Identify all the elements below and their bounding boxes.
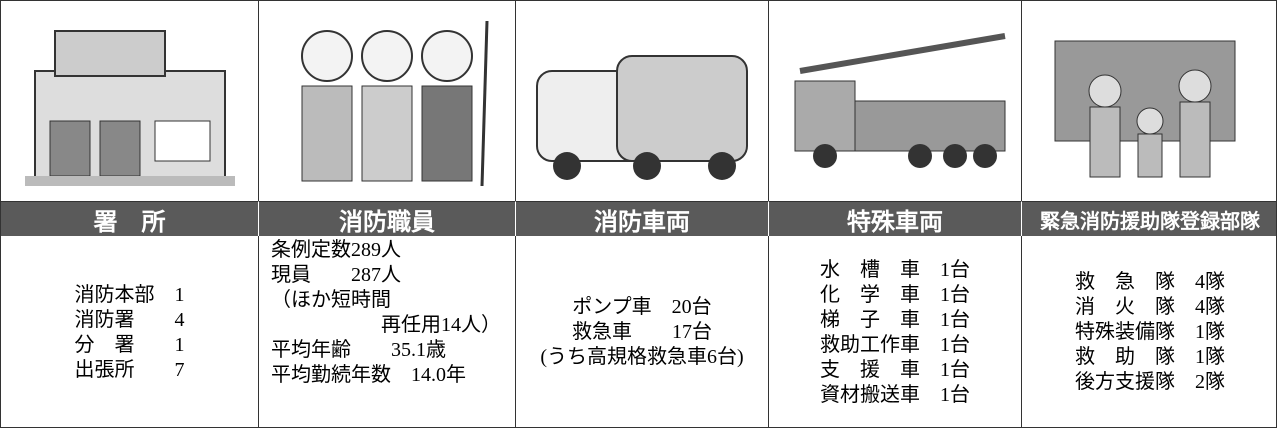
- vehicle-drawing: [536, 55, 748, 180]
- cell-line: 梯 子 車 1台: [820, 308, 970, 331]
- header-cell: 特殊車両: [769, 201, 1022, 236]
- line-list: 水 槽 車 1台化 学 車 1台梯 子 車 1台 救助工作車 1台支 援 車 1台…: [820, 258, 970, 408]
- cell-line: 後方支援隊 2隊: [1075, 371, 1225, 393]
- cell-line: 特殊装備隊 1隊: [1075, 321, 1225, 343]
- header-cell: 消防車両: [516, 201, 769, 236]
- cell-line: 支 援 車 1台: [820, 358, 970, 381]
- cell-line: 消防本部 1: [74, 283, 185, 306]
- cell-line: 水 槽 車 1台: [820, 258, 970, 281]
- cell-line: 消防署 4: [74, 308, 185, 331]
- cell-line: 消 火 隊 4隊: [1075, 296, 1225, 318]
- staff-illustration: [259, 1, 516, 201]
- cell-line: 再任用14人）: [381, 314, 501, 336]
- station-drawing: [24, 30, 235, 186]
- vehicle-illustration: [516, 1, 769, 201]
- content-cell: 救 急 隊 4隊消 火 隊 4隊 特殊装備隊 1隊救 助 隊 1隊 後方支援隊 2隊: [1022, 236, 1276, 427]
- cell-line: 平均勤続年数 14.0年: [271, 364, 466, 386]
- line-list: ポンプ車 20台 救急車 17台 (うち高規格救急車6台): [540, 295, 743, 370]
- content-cell: ポンプ車 20台 救急車 17台 (うち高規格救急車6台): [516, 236, 769, 427]
- cell-line: 条例定数289人: [271, 239, 401, 261]
- cell-line: 化 学 車 1台: [820, 283, 970, 306]
- cell-line: 救 助 隊 1隊: [1075, 346, 1225, 368]
- special-vehicle-illustration: [769, 1, 1022, 201]
- line-list: 救 急 隊 4隊消 火 隊 4隊 特殊装備隊 1隊救 助 隊 1隊 後方支援隊 2隊: [1075, 270, 1225, 395]
- cell-line: ポンプ車 20台: [572, 296, 712, 318]
- line-list: 条例定数289人 現員 287人 （ほか短時間再任用14人） 平均年齢 35.1歳 平均…: [271, 238, 501, 388]
- cell-line: 資材搬送車 1台: [820, 383, 970, 406]
- rescue-team-drawing: [1054, 40, 1236, 178]
- content-cell: 条例定数289人 現員 287人 （ほか短時間再任用14人） 平均年齢 35.1歳 平均…: [259, 236, 516, 427]
- cell-line: 救助工作車 1台: [820, 333, 970, 356]
- cell-line: 救 急 隊 4隊: [1075, 271, 1225, 293]
- content-cell: 水 槽 車 1台化 学 車 1台梯 子 車 1台 救助工作車 1台支 援 車 1台…: [769, 236, 1022, 427]
- cell-line: 救急車 17台: [571, 321, 712, 343]
- header-cell: 消防職員: [259, 201, 516, 236]
- cell-line: 平均年齢 35.1歳: [271, 339, 446, 361]
- cell-line: (うち高規格救急車6台): [540, 346, 744, 368]
- cell-line: 分 署 1: [74, 333, 185, 356]
- cell-line: （ほか短時間: [271, 289, 391, 311]
- header-cell: 署 所: [1, 201, 259, 236]
- cell-line: 出張所 7: [74, 358, 185, 381]
- header-cell: 緊急消防援助隊登録部隊: [1022, 201, 1276, 236]
- staff-drawing: [301, 20, 489, 187]
- station-illustration: [1, 1, 259, 201]
- cell-line: 現員 287人: [271, 264, 401, 286]
- ladder-truck-drawing: [794, 33, 1006, 168]
- rescue-team-illustration: [1022, 1, 1276, 201]
